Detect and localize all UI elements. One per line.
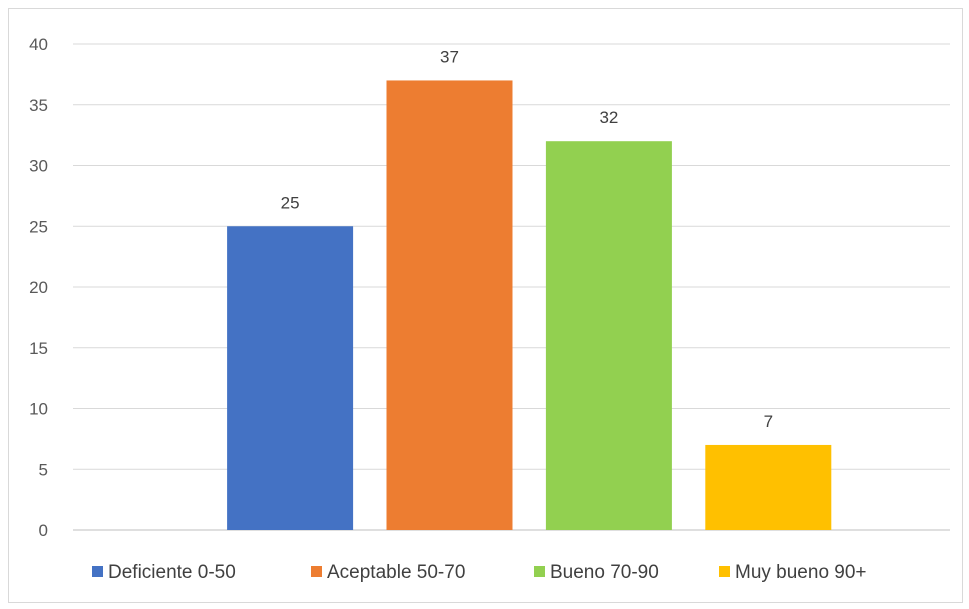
bars	[227, 80, 832, 530]
y-tick-label-20: 20	[29, 278, 48, 297]
bar-bueno-70-90	[545, 141, 672, 530]
y-tick-label-40: 40	[29, 35, 48, 54]
legend-label-0: Deficiente 0-50	[108, 562, 236, 583]
data-label-3: 7	[764, 412, 773, 431]
legend-swatch-0	[92, 566, 103, 577]
legend-label-3: Muy bueno 90+	[735, 562, 867, 583]
legend-label-1: Aceptable 50-70	[327, 562, 465, 583]
data-label-1: 37	[440, 47, 459, 66]
legend: Deficiente 0-50 Aceptable 50-70 Bueno 70-9…	[92, 562, 867, 583]
y-tick-label-30: 30	[29, 157, 48, 176]
y-tick-label-15: 15	[29, 339, 48, 358]
bar-muy-bueno-90-	[705, 444, 832, 530]
y-tick-label-5: 5	[39, 460, 48, 479]
data-labels: 25 37 32 7	[281, 47, 773, 431]
bar-aceptable-50-70	[386, 80, 513, 530]
data-label-0: 25	[281, 193, 300, 212]
legend-swatch-2	[534, 566, 545, 577]
legend-swatch-1	[311, 566, 322, 577]
y-tick-label-35: 35	[29, 96, 48, 115]
data-label-2: 32	[599, 108, 618, 127]
y-tick-label-25: 25	[29, 217, 48, 236]
y-axis-tick-labels: 0 5 10 15 20 25 30 35 40	[29, 35, 48, 540]
legend-label-2: Bueno 70-90	[550, 562, 659, 583]
bar-deficiente-0-50	[227, 226, 354, 530]
legend-swatch-3	[719, 566, 730, 577]
y-tick-label-10: 10	[29, 400, 48, 419]
y-tick-label-0: 0	[39, 521, 48, 540]
